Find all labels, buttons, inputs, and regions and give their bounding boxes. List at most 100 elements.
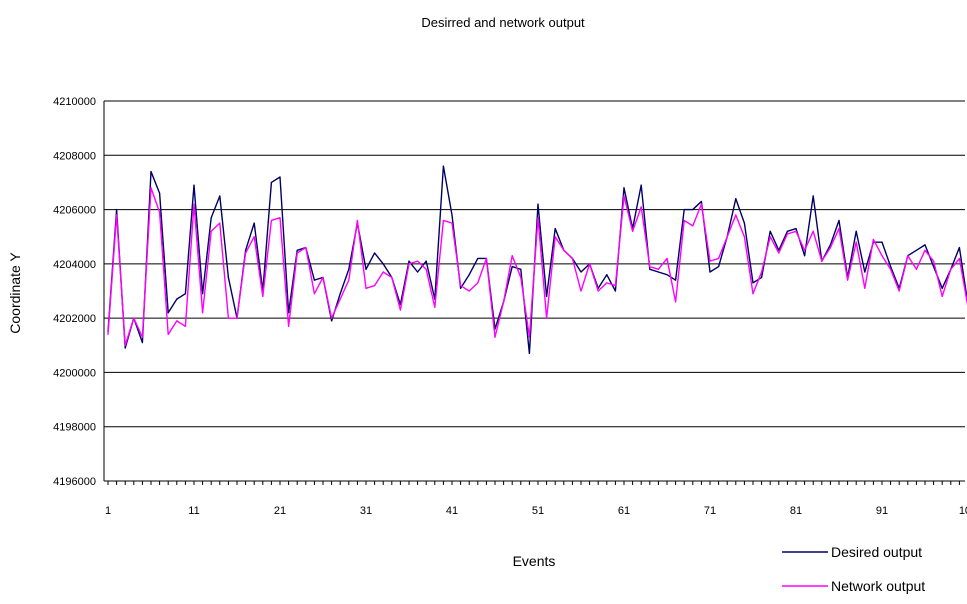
data-point bbox=[442, 219, 444, 222]
data-point bbox=[563, 249, 565, 251]
legend: Desired output Network output bbox=[782, 544, 925, 594]
data-point bbox=[485, 257, 487, 260]
data-point bbox=[133, 317, 135, 319]
data-point bbox=[520, 268, 522, 270]
data-point bbox=[580, 271, 582, 273]
data-point bbox=[184, 325, 186, 327]
data-point bbox=[331, 320, 333, 322]
data-point bbox=[735, 214, 737, 216]
data-point bbox=[313, 293, 315, 295]
data-point bbox=[253, 222, 255, 224]
data-point bbox=[606, 282, 608, 284]
data-point bbox=[124, 344, 126, 346]
x-tick-label: 101 bbox=[959, 505, 967, 517]
data-point bbox=[288, 312, 290, 314]
data-point bbox=[107, 333, 109, 336]
data-point bbox=[159, 192, 161, 194]
data-point bbox=[890, 268, 892, 270]
data-point bbox=[855, 230, 857, 232]
data-point bbox=[571, 257, 574, 260]
data-point bbox=[666, 274, 668, 276]
x-tick-label: 91 bbox=[876, 505, 888, 517]
data-point bbox=[838, 227, 840, 230]
data-point bbox=[743, 222, 746, 224]
data-point bbox=[743, 236, 746, 238]
series-network-output bbox=[107, 187, 967, 346]
data-point bbox=[632, 230, 634, 232]
data-point bbox=[855, 241, 857, 243]
data-point bbox=[812, 230, 814, 232]
data-point bbox=[391, 276, 393, 279]
y-tick-label: 4204000 bbox=[53, 259, 96, 271]
data-point bbox=[511, 265, 513, 268]
data-point bbox=[460, 287, 462, 289]
data-point bbox=[202, 312, 204, 314]
data-point bbox=[408, 263, 410, 265]
data-point bbox=[761, 276, 763, 279]
data-point bbox=[649, 268, 651, 270]
x-tick-label: 11 bbox=[188, 505, 199, 517]
data-point bbox=[941, 287, 943, 289]
data-point bbox=[933, 260, 935, 262]
data-point bbox=[296, 249, 298, 251]
data-point bbox=[227, 317, 229, 319]
data-point bbox=[528, 352, 531, 355]
data-point bbox=[890, 265, 892, 268]
y-tick-label: 4210000 bbox=[53, 96, 96, 108]
data-point bbox=[270, 219, 272, 222]
chart-title: Desirred and network output bbox=[421, 15, 585, 30]
data-point bbox=[348, 268, 350, 270]
data-point bbox=[116, 214, 118, 216]
y-tick-label: 4202000 bbox=[53, 313, 96, 325]
data-point bbox=[700, 200, 703, 203]
data-point bbox=[778, 249, 780, 251]
data-point bbox=[657, 271, 660, 273]
data-point bbox=[847, 279, 849, 281]
data-point bbox=[477, 282, 479, 284]
data-point bbox=[614, 284, 617, 287]
y-tick-label: 4206000 bbox=[53, 205, 96, 217]
data-point bbox=[468, 290, 470, 292]
data-point bbox=[305, 246, 307, 249]
data-point bbox=[399, 309, 401, 311]
data-point bbox=[649, 265, 651, 268]
series-desired-output bbox=[107, 165, 967, 355]
data-point bbox=[219, 222, 221, 224]
data-point bbox=[167, 333, 169, 336]
data-point bbox=[709, 260, 711, 262]
y-tick-label: 4208000 bbox=[53, 150, 96, 162]
x-tick-label: 81 bbox=[790, 505, 802, 517]
data-point bbox=[941, 295, 943, 298]
data-point bbox=[718, 265, 720, 268]
data-point bbox=[872, 238, 875, 241]
data-point bbox=[528, 336, 531, 338]
data-point bbox=[417, 260, 419, 262]
data-point bbox=[881, 255, 883, 257]
data-point bbox=[554, 227, 556, 230]
data-point bbox=[356, 219, 358, 222]
data-point bbox=[184, 293, 186, 295]
y-tick-labels: 4196000 4198000 4200000 4202000 4204000 42060… bbox=[53, 96, 96, 488]
data-point bbox=[958, 257, 961, 260]
data-point bbox=[640, 184, 642, 186]
data-point bbox=[116, 208, 118, 211]
data-point bbox=[666, 257, 668, 260]
data-point bbox=[812, 195, 814, 197]
data-point bbox=[864, 287, 866, 289]
data-point bbox=[924, 249, 926, 251]
data-point bbox=[769, 236, 771, 238]
data-point bbox=[425, 260, 427, 262]
data-point bbox=[322, 276, 324, 279]
data-point bbox=[683, 208, 685, 211]
data-point bbox=[193, 203, 195, 205]
data-point bbox=[425, 268, 427, 270]
data-point bbox=[709, 271, 711, 273]
data-point bbox=[675, 279, 677, 281]
data-point bbox=[503, 301, 505, 303]
data-point bbox=[176, 298, 178, 300]
data-point bbox=[795, 227, 797, 230]
y-tick-label: 4198000 bbox=[53, 422, 96, 434]
data-point bbox=[597, 290, 599, 292]
data-point bbox=[460, 284, 462, 287]
